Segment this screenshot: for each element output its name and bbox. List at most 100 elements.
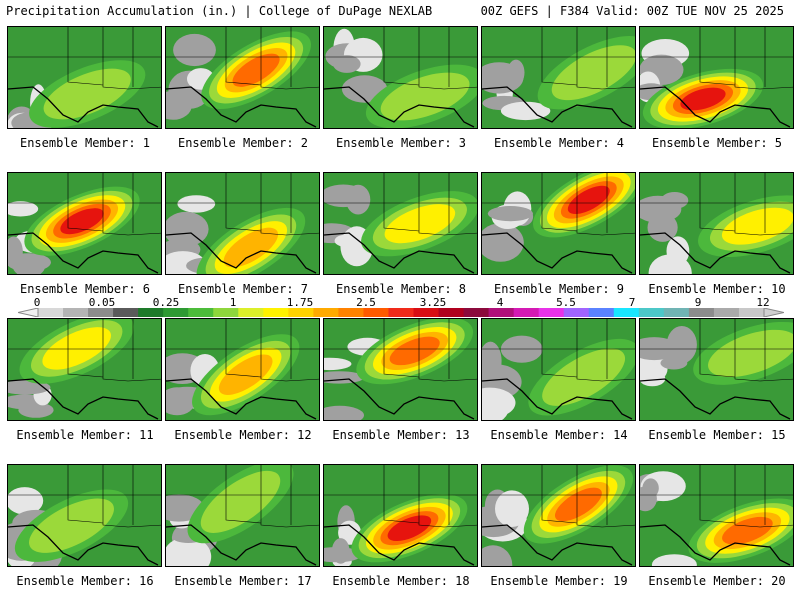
precip-contour — [721, 207, 793, 245]
dry-area-shading — [345, 184, 371, 215]
precip-contour — [680, 87, 726, 111]
ensemble-member-label: Ensemble Member: 11 — [16, 428, 154, 442]
state-border — [102, 319, 161, 382]
ensemble-member-panel — [7, 318, 162, 421]
state-border — [699, 27, 736, 86]
ensemble-member-panel — [165, 172, 320, 275]
ensemble-member-label: Ensemble Member: 16 — [16, 574, 154, 588]
state-border — [576, 173, 635, 236]
precipitation-map — [8, 465, 161, 566]
colorbar-tick-label: 12 — [756, 296, 770, 309]
colorbar-segment — [738, 308, 765, 317]
colorbar-segment — [588, 308, 615, 317]
dry-area-shading — [331, 538, 350, 564]
dry-area-shading — [482, 545, 513, 566]
colorbar-tick-label: 0.25 — [152, 296, 180, 309]
colorbar-segment — [138, 308, 164, 317]
ensemble-member-panel — [481, 318, 636, 421]
ensemble-member-panel — [323, 26, 478, 129]
coastline-border — [8, 86, 159, 128]
state-border — [67, 173, 104, 232]
precipitation-map — [8, 319, 161, 420]
state-border — [102, 465, 161, 528]
dry-area-shading — [495, 490, 529, 527]
state-border — [225, 465, 262, 524]
precip-contour — [380, 72, 470, 121]
colorbar-tick-label: 3.25 — [419, 296, 447, 309]
colorbar-tick-label: 9 — [694, 296, 702, 309]
state-border — [541, 465, 578, 524]
colorbar-segment — [713, 308, 740, 317]
precip-contour — [218, 354, 273, 395]
dry-area-shading — [482, 223, 524, 262]
colorbar-segment — [413, 308, 440, 317]
colorbar — [18, 308, 784, 317]
colorbar-segment — [388, 308, 415, 317]
ensemble-member-panel — [323, 464, 478, 567]
ensemble-member-panel — [7, 26, 162, 129]
ensemble-member-label: Ensemble Member: 9 — [493, 282, 625, 296]
state-border — [734, 465, 793, 528]
coastline-border — [324, 232, 475, 274]
ensemble-member-panel — [323, 318, 478, 421]
coastline-border — [640, 378, 791, 420]
colorbar-segment — [188, 308, 214, 317]
state-border — [541, 27, 578, 86]
ensemble-member-label: Ensemble Member: 19 — [490, 574, 628, 588]
dry-area-shading — [640, 486, 657, 512]
coastline-border — [324, 378, 475, 420]
dry-area-shading — [8, 201, 39, 217]
ensemble-member-panel — [323, 172, 478, 275]
precipitation-map — [166, 173, 319, 274]
state-border — [418, 173, 477, 236]
ensemble-member-panel — [639, 172, 794, 275]
state-border — [102, 173, 161, 236]
precipitation-map — [8, 173, 161, 274]
state-border — [699, 465, 736, 524]
coastline-border — [640, 524, 791, 566]
precip-contour — [42, 327, 112, 370]
coastline-border — [8, 524, 159, 566]
colorbar-tick-label: 2.5 — [356, 296, 376, 309]
dry-area-shading — [177, 195, 216, 213]
dry-area-shading — [333, 55, 361, 73]
ensemble-member-panel — [639, 464, 794, 567]
precip-contour — [387, 515, 432, 542]
precip-contour — [384, 204, 456, 244]
ensemble-member-label: Ensemble Member: 18 — [332, 574, 470, 588]
precipitation-map — [640, 465, 793, 566]
precipitation-map — [640, 27, 793, 128]
colorbar-tick-label: 0.05 — [88, 296, 116, 309]
state-border — [576, 319, 635, 382]
coastline-border — [482, 378, 633, 420]
colorbar-segment — [538, 308, 565, 317]
state-border — [418, 27, 477, 90]
precip-contour — [708, 329, 793, 377]
ensemble-member-label: Ensemble Member: 13 — [332, 428, 470, 442]
dry-area-shading — [660, 356, 688, 370]
coastline-border — [166, 524, 317, 566]
ensemble-member-label: Ensemble Member: 20 — [648, 574, 786, 588]
precipitation-map — [482, 319, 635, 420]
state-border — [541, 173, 578, 232]
state-border — [699, 173, 736, 232]
ensemble-member-panel — [165, 26, 320, 129]
ensemble-member-label: Ensemble Member: 4 — [493, 136, 625, 150]
precip-contour — [43, 68, 131, 120]
dry-area-shading — [651, 554, 697, 566]
colorbar-tick-label: 1 — [229, 296, 237, 309]
colorbar-segment — [438, 308, 465, 317]
colorbar-min-arrow — [18, 308, 39, 317]
precip-contour — [389, 336, 440, 366]
ensemble-member-label: Ensemble Member: 12 — [174, 428, 312, 442]
ensemble-member-panel — [481, 172, 636, 275]
state-border — [67, 465, 104, 524]
colorbar-tick-label: 1.75 — [286, 296, 314, 309]
precip-contour — [554, 487, 602, 522]
dry-area-shading — [8, 236, 23, 268]
coastline-border — [482, 232, 633, 274]
ensemble-member-label: Ensemble Member: 1 — [19, 136, 151, 150]
state-border — [541, 319, 578, 378]
colorbar-segment — [363, 308, 389, 317]
dry-area-shading — [166, 387, 196, 416]
